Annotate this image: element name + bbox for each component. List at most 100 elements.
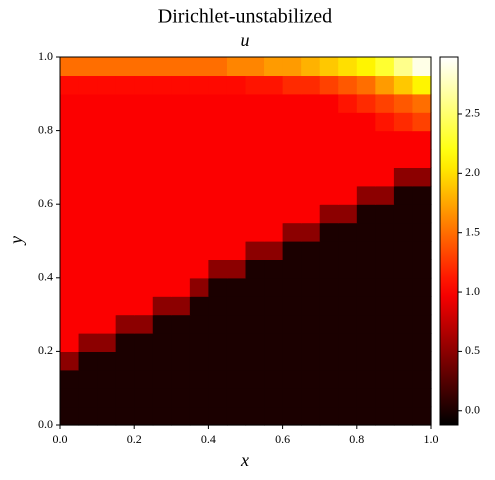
heatmap-cell (189, 388, 209, 408)
heatmap-cell (226, 222, 247, 242)
heatmap-cell (245, 75, 265, 95)
heatmap-cell (60, 314, 80, 334)
heatmap-cell (282, 351, 302, 371)
colorbar (439, 56, 459, 426)
heatmap-cell (412, 185, 432, 205)
heatmap-cell (412, 333, 432, 352)
heatmap-cell (356, 130, 376, 150)
heatmap-cell (375, 351, 395, 371)
heatmap-cell (97, 57, 117, 76)
heatmap-cell (412, 314, 432, 334)
heatmap-cell (375, 130, 395, 150)
heatmap-cell (282, 333, 302, 352)
heatmap-cell (264, 369, 284, 389)
heatmap-cell (152, 222, 172, 242)
heatmap-cell (171, 333, 191, 352)
x-axis-label: x (240, 450, 249, 470)
heatmap-cell (78, 277, 98, 297)
heatmap-cell (393, 314, 414, 334)
heatmap-cell (97, 388, 117, 408)
heatmap-cell (171, 149, 191, 168)
heatmap-cell (319, 149, 339, 168)
heatmap-cell (60, 57, 80, 76)
heatmap-cell (301, 185, 321, 205)
heatmap-cell (282, 75, 302, 95)
heatmap-cell (189, 259, 209, 279)
heatmap-cell (78, 369, 98, 389)
heatmap-cell (208, 185, 228, 205)
y-tick-label: 0.4 (38, 270, 53, 284)
heatmap-cell (97, 296, 117, 316)
heatmap-cell (226, 149, 247, 168)
heatmap-cell (245, 296, 265, 316)
heatmap-cell (97, 406, 117, 426)
heatmap-cell (282, 241, 302, 260)
heatmap-cell (60, 185, 80, 205)
heatmap-cell (226, 277, 247, 297)
heatmap-cell (301, 130, 321, 150)
heatmap-cell (375, 149, 395, 168)
heatmap-cell (208, 167, 228, 187)
heatmap-cell (189, 222, 209, 242)
heatmap-cell (264, 259, 284, 279)
heatmap-cell (134, 259, 154, 279)
heatmap-cell (356, 333, 376, 352)
heatmap-cell (134, 351, 154, 371)
heatmap-cell (134, 204, 154, 224)
heatmap-cell (134, 406, 154, 426)
heatmap-cell (412, 75, 432, 95)
heatmap-cell (208, 222, 228, 242)
x-tick-label: 0.8 (349, 432, 364, 446)
heatmap-cell (171, 93, 191, 113)
heatmap-cell (208, 277, 228, 297)
heatmap-cell (208, 314, 228, 334)
heatmap-cell (338, 167, 358, 187)
heatmap-cell (78, 149, 98, 168)
heatmap-cell (189, 57, 209, 76)
heatmap-cell (412, 112, 432, 132)
heatmap-cell (115, 222, 135, 242)
heatmap-cell (356, 75, 376, 95)
heatmap-cell (78, 57, 98, 76)
heatmap-cell (356, 185, 376, 205)
heatmap-cell (171, 204, 191, 224)
heatmap-cell (412, 93, 432, 113)
heatmap-cell (115, 112, 135, 132)
heatmap-cell (189, 149, 209, 168)
heatmap-cell (356, 167, 376, 187)
heatmap-cell (134, 149, 154, 168)
heatmap-cell (319, 222, 339, 242)
heatmap-cell (356, 57, 376, 76)
heatmap-cell (78, 93, 98, 113)
heatmap-cell (115, 351, 135, 371)
heatmap-cell (393, 130, 414, 150)
heatmap-cell (393, 277, 414, 297)
heatmap-cell (134, 314, 154, 334)
heatmap-cell (78, 222, 98, 242)
heatmap-cell (393, 57, 414, 76)
heatmap-cell (338, 149, 358, 168)
heatmap-cell (301, 296, 321, 316)
heatmap-cell (226, 369, 247, 389)
heatmap-cell (189, 75, 209, 95)
heatmap-cell (282, 204, 302, 224)
heatmap-cell (338, 130, 358, 150)
heatmap-cell (97, 259, 117, 279)
heatmap-cell (78, 406, 98, 426)
heatmap-cell (208, 369, 228, 389)
heatmap-cell (356, 406, 376, 426)
heatmap-cell (282, 406, 302, 426)
heatmap-cell (338, 241, 358, 260)
heatmap-cell (282, 259, 302, 279)
heatmap-cell (226, 93, 247, 113)
heatmap-cell (226, 314, 247, 334)
heatmap-cell (171, 112, 191, 132)
heatmap-cell (97, 149, 117, 168)
heatmap-cell (338, 93, 358, 113)
heatmap-cell (245, 277, 265, 297)
heatmap-cell (282, 130, 302, 150)
heatmap-cell (319, 204, 339, 224)
heatmap-cell (245, 369, 265, 389)
heatmap-cell (189, 351, 209, 371)
